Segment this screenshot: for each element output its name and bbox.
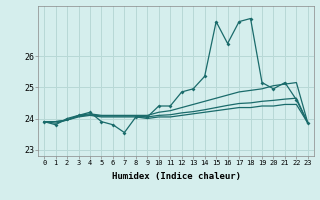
X-axis label: Humidex (Indice chaleur): Humidex (Indice chaleur) [111, 172, 241, 181]
